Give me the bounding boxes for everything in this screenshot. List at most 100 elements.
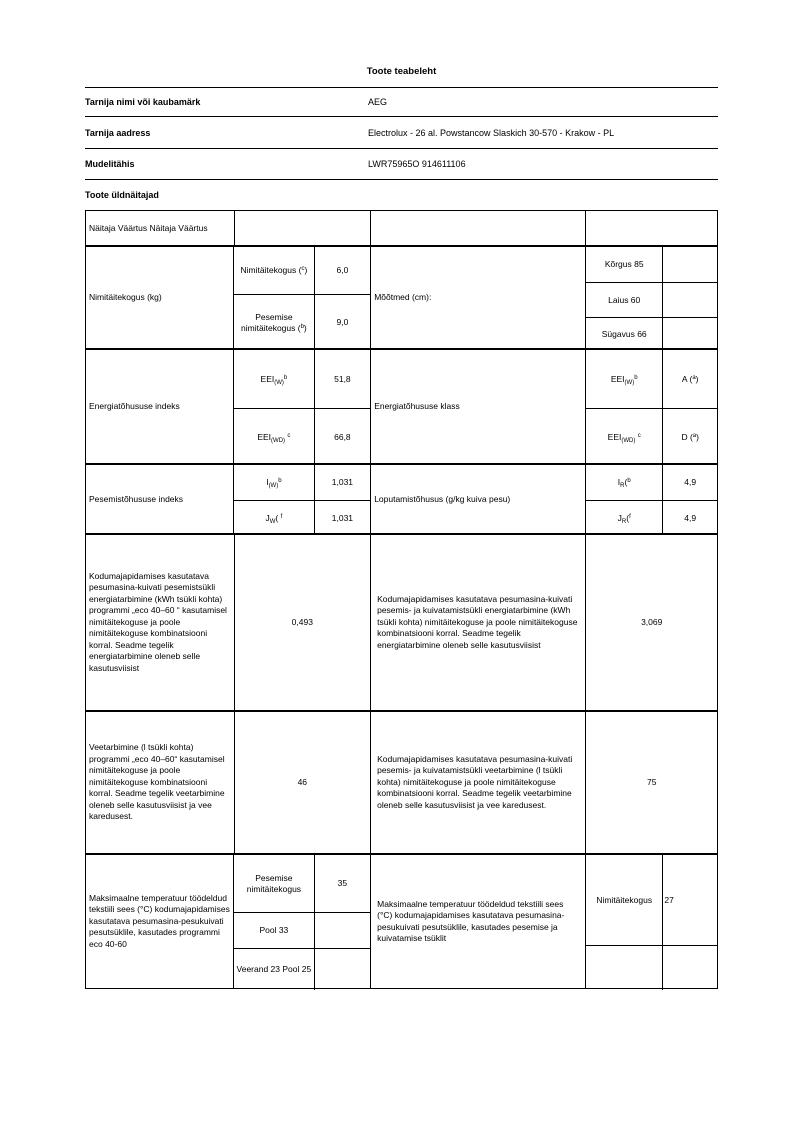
eei-wd-class-value: D (a) [662,409,717,465]
energy-class-sub-table: EEI(W)b A (a) EEI(WD) c D (a) [585,350,717,465]
max-temp-sub-table: Pesemise nimitäitekogus 35 Pool 33 Veera… [233,855,371,990]
capacity-label: Nimitäitekogus (kg) [89,292,162,302]
jr-value: 4,9 [662,501,717,535]
water-consumption-washdry-label: Kodumajapidamises kasutatava pesumasina-… [370,712,585,853]
energy-class-label: Energiatõhususe klass [370,350,585,463]
dimension-row: Laius 60 [586,282,717,317]
max-temp-half-value [313,913,371,948]
max-temp-washdry-empty-row [586,945,717,990]
supplier-name-label: Tarnija nimi või kaubamärk [85,97,201,107]
washing-index-row: JW( f 1,031 [234,500,371,535]
max-temp-quarter-text: Veerand 23 Pool 25 [236,964,312,974]
header-text: Näitaja Väärtus Näitaja Väärtus [89,222,208,233]
rinsing-label: Loputamistõhusus (g/kg kuiva pesu) [370,465,585,533]
capacity-value: 6,0 [313,247,371,294]
energy-consumption-washdry-label: Kodumajapidamises kasutatava pesumasina-… [370,535,585,710]
row-water-consumption: Veetarbimine (l tsükli kohta) programmi … [86,710,717,853]
dimension-depth-value-cell [662,318,717,350]
max-temp-washdry-label: Maksimaalne temperatuur töödeldud teksti… [370,855,585,988]
dimension-width: Laius 60 [608,294,641,305]
ir-symbol: IR(b [617,477,631,489]
capacity-sub-row: Pesemise nimitäitekogus (b) 9,0 [234,294,371,350]
header-cell-1: Näitaja Väärtus Näitaja Väärtus [86,211,234,245]
dimensions-sub-table: Kõrgus 85 Laius 60 Sügavus 66 [585,247,717,350]
header-cell-3 [370,211,585,245]
energy-consumption-washdry-value: 3,069 [585,535,717,710]
rinsing-sub-table: IR(b 4,9 JR(f 4,9 [585,465,717,535]
jw-value: 1,031 [313,501,371,535]
eei-w-class-symbol: EEI(W)b [610,373,638,386]
max-temp-row-half: Pool 33 [234,912,371,948]
model-identifier-value: LWR75965O 914611106 [368,159,466,169]
energy-class-row: EEI(W)b A (a) [586,350,717,408]
water-consumption-washdry-value: 75 [585,712,717,853]
max-temp-washdry-rated-label: Nimitäitekogus [586,855,662,945]
washing-index-label: Pesemistõhususe indeks [89,493,184,504]
dimensions-label: Mõõtmed (cm): [370,247,585,348]
eei-w-class-value: A (a) [662,350,717,408]
eei-wd-symbol: EEI(WD) c [257,431,291,444]
rinsing-row: IR(b 4,9 [586,465,717,500]
max-temp-row-quarter: Veerand 23 Pool 25 [234,948,371,990]
row-energy-consumption: Kodumajapidamises kasutatava pesumasina-… [86,533,717,710]
row-rated-capacity: Nimitäitekogus (kg) Nimitäitekogus (c) 6… [86,245,717,350]
dimension-width-value-cell [662,283,717,317]
info-row-model-identifier: Mudelitähis LWR75965O 914611106 [85,149,718,180]
water-consumption-wash-label: Veetarbimine (l tsükli kohta) programmi … [89,742,225,822]
empty-cell [586,946,662,990]
capacity-sub-table: Nimitäitekogus (c) 6,0 Pesemise nimitäit… [233,247,371,350]
row-energy-efficiency: Energiatõhususe indeks EEI(W)b 51,8 EEI(… [86,348,717,465]
water-consumption-wash-value: 46 [233,712,371,853]
eei-wd-class-symbol: EEI(WD) c [607,431,641,444]
document-page: Toote teabeleht Tarnija nimi või kaubamä… [85,66,718,990]
max-temp-right-sub-table: Nimitäitekogus 27 [585,855,717,990]
capacity-sub-row: Nimitäitekogus (c) 6,0 [234,247,370,294]
jw-symbol: JW( f [265,512,283,525]
dimension-depth: Sügavus 66 [601,328,647,339]
table-header-row: Näitaja Väärtus Näitaja Väärtus [86,211,717,245]
model-identifier-label: Mudelitähis [85,159,135,169]
max-temp-rated-value: 35 [313,855,371,912]
max-temp-half-label: Pool 33 [259,925,289,935]
row-washing-efficiency: Pesemistõhususe indeks I(W)b 1,031 JW( f… [86,463,717,535]
section-title: Toote üldnäitajad [85,190,159,200]
energy-class-row: EEI(WD) c D (a) [586,408,717,465]
energy-consumption-wash-label: Kodumajapidamises kasutatava pesumasina-… [89,570,227,673]
row-max-temperature: Maksimaalne temperatuur töödeldud teksti… [86,853,717,990]
jr-symbol: JR(f [617,512,631,525]
eei-w-value: 51,8 [313,350,371,408]
washing-index-row: I(W)b 1,031 [234,465,370,500]
eei-w-symbol: EEI(W)b [260,373,288,386]
dimension-row: Sügavus 66 [586,317,717,350]
max-temp-washdry-row: Nimitäitekogus 27 [586,855,717,945]
max-temp-wash-label: Maksimaalne temperatuur töödeldud teksti… [89,892,230,949]
supplier-name-value: AEG [368,97,388,107]
document-content: Toote teabeleht Tarnija nimi või kaubamä… [85,66,718,990]
max-temp-row-rated: Pesemise nimitäitekogus 35 [234,855,370,912]
eei-sub-row: EEI(WD) c 66,8 [234,408,371,465]
page-title: Toote teabeleht [366,66,437,77]
header-cell-4 [585,211,717,245]
eei-sub-row: EEI(W)b 51,8 [234,350,370,408]
eei-sub-table: EEI(W)b 51,8 EEI(WD) c 66,8 [233,350,371,465]
supplier-address-value: Electrolux - 26 al. Powstancow Slaskich … [368,127,615,138]
rinsing-row: JR(f 4,9 [586,500,717,535]
section-header-row: Toote üldnäitajad [85,180,718,210]
empty-cell [662,946,717,990]
iw-symbol: I(W)b [266,477,282,489]
info-row-supplier-address: Tarnija aadress Electrolux - 26 al. Pows… [85,117,718,149]
ir-value: 4,9 [662,465,717,500]
max-temp-washdry-rated-text: Nimitäitekogus [596,894,653,905]
capacity-sub-label: Pesemise nimitäitekogus (b) [241,311,307,333]
capacity-value: 9,0 [313,295,371,350]
energy-consumption-wash-value: 0,493 [233,535,371,710]
dimension-height-value-cell [662,247,717,282]
max-temp-rated-label: Pesemise nimitäitekogus [246,872,302,894]
washing-index-sub-table: I(W)b 1,031 JW( f 1,031 [233,465,371,535]
dimension-height: Kõrgus 85 [604,259,644,269]
max-temp-washdry-rated-value: 27 [662,855,717,945]
header-cell-2 [233,211,371,245]
eei-label: Energiatõhususe indeks [89,401,180,411]
capacity-sub-label: Nimitäitekogus (c) [240,265,308,275]
max-temp-quarter-label: Veerand 23 Pool 25 [234,949,313,990]
